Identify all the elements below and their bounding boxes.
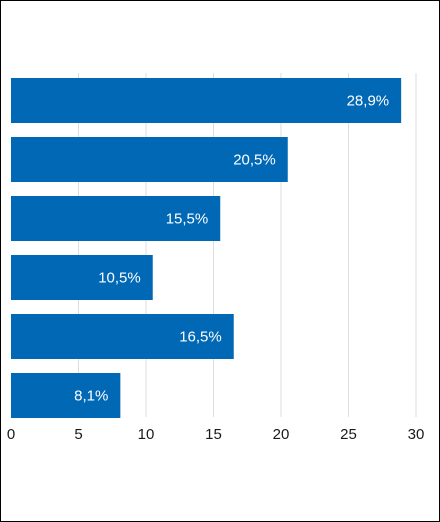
gridlines [78,73,417,417]
bar [11,78,402,123]
x-tick-label: 25 [340,426,357,443]
bar [11,373,121,418]
x-tick-label: 5 [74,426,82,443]
bar-value-label: 15,5% [166,211,209,228]
bar-value-label: 8,1% [74,388,108,405]
x-tick-label: 15 [205,426,222,443]
x-tick-label: 20 [273,426,290,443]
bar [11,255,153,300]
bar [11,314,234,359]
bar-value-label: 10,5% [98,270,141,287]
bar-value-label: 20,5% [233,152,276,169]
bar-value-label: 16,5% [179,329,222,346]
bar [11,137,288,182]
data-labels: 28,9% 20,5% 15,5% 10,5% 16,5% 8,1% [74,93,389,405]
bars [11,78,402,418]
x-axis: 0 5 10 15 20 25 30 [7,426,425,443]
x-tick-label: 0 [7,426,15,443]
x-tick-label: 10 [138,426,155,443]
x-tick-label: 30 [408,426,425,443]
bar-value-label: 28,9% [347,93,390,110]
bar [11,196,221,241]
